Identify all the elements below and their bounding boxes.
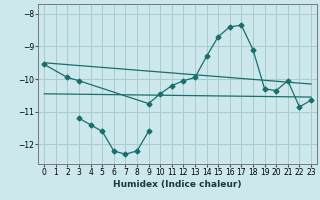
X-axis label: Humidex (Indice chaleur): Humidex (Indice chaleur) <box>113 180 242 189</box>
